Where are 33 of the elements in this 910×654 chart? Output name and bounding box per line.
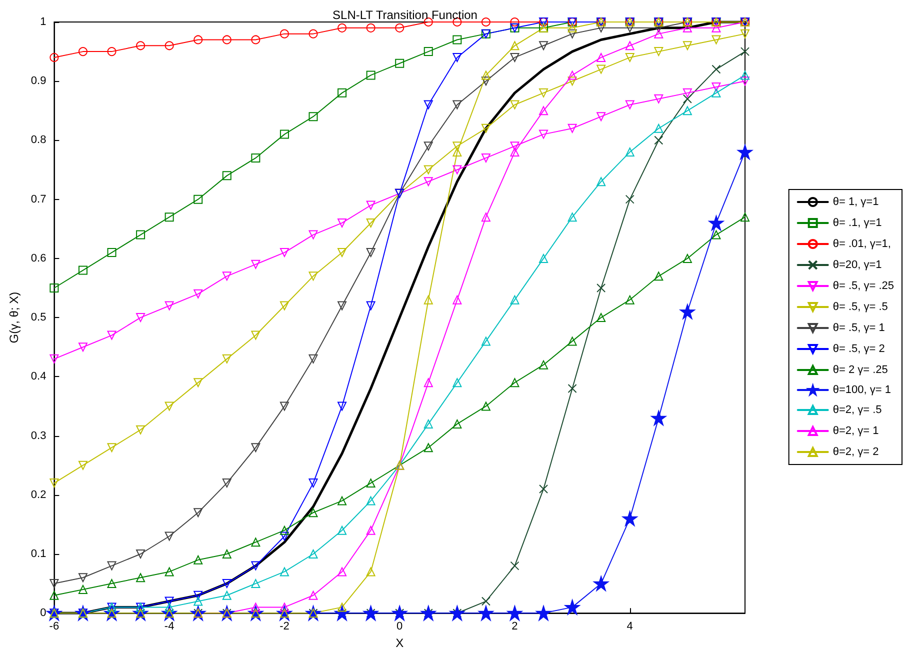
x-axis-title: X	[396, 636, 404, 650]
legend-label: θ= .1, γ=1	[832, 217, 882, 229]
legend-label: θ= .5, γ= 1	[832, 322, 885, 334]
y-tick-label: 0.4	[30, 370, 46, 383]
y-tick-label: 0.7	[30, 193, 46, 206]
y-tick-label: 0.3	[30, 430, 46, 442]
y-tick-label: 0.1	[30, 548, 46, 560]
y-tick-label: 0.6	[30, 252, 46, 264]
y-tick-label: 0	[40, 607, 46, 620]
legend-label: θ=2, γ= 1	[832, 425, 879, 437]
x-tick-label: -6	[49, 620, 60, 633]
x-tick-label: 0	[396, 620, 403, 633]
legend-label: θ= .01, γ=1,	[832, 238, 891, 250]
x-tick-label: 4	[626, 620, 633, 633]
legend-label: θ=100, γ= 1	[832, 384, 891, 396]
y-tick-label: 0.5	[30, 312, 46, 324]
y-tick-label: 1	[40, 16, 46, 28]
chart-title: SLN-LT Transition Function	[332, 8, 478, 22]
legend-label: θ=2, γ= .5	[832, 404, 882, 416]
legend-label: θ= .5, γ= .25	[832, 280, 894, 292]
legend-label: θ=2, γ= 2	[832, 446, 879, 458]
legend-label: θ=20, γ=1	[832, 259, 882, 271]
y-tick-label: 0.2	[30, 488, 46, 501]
y-tick-label: 0.8	[30, 134, 46, 146]
x-tick-label: -4	[164, 620, 174, 633]
x-tick-label: 2	[512, 620, 518, 633]
y-axis-title: G(γ, θ; X)	[7, 292, 21, 344]
x-tick-label: -2	[280, 620, 290, 633]
y-tick-label: 0.9	[30, 75, 46, 88]
legend-label: θ= .5, γ= .5	[832, 301, 888, 313]
legend-label: θ= 2 γ= .25	[832, 364, 888, 376]
legend-label: θ= .5, γ= 2	[832, 343, 885, 355]
legend-label: θ= 1, γ=1	[832, 196, 879, 208]
